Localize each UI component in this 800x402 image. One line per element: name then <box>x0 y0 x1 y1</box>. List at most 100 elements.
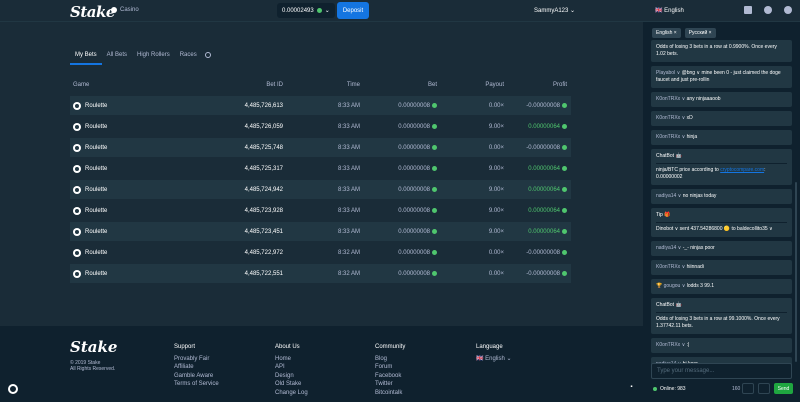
bet-id[interactable]: 4,485,722,972 <box>244 249 283 256</box>
chat-username[interactable]: K0onTRXx ∨ <box>656 342 686 348</box>
footer-logo[interactable]: Stake <box>70 338 118 356</box>
bet-id[interactable]: 4,485,725,748 <box>244 144 283 151</box>
game-cell[interactable]: Roulette <box>70 143 160 152</box>
game-cell[interactable]: Roulette <box>70 101 160 110</box>
bet-payout: 9.00× <box>488 165 504 172</box>
users-icon[interactable] <box>784 6 792 14</box>
casino-link[interactable]: Casino <box>111 7 139 13</box>
footer-language-select[interactable]: 🇬🇧 English ⌄ <box>476 355 512 362</box>
online-dot-icon <box>653 387 657 391</box>
headset-icon[interactable] <box>8 384 18 394</box>
mail-icon[interactable] <box>744 6 752 14</box>
bet-id[interactable]: 4,485,726,059 <box>244 123 283 130</box>
table-row[interactable]: Roulette 4,485,723,451 8:33 AM 0.00000008 9.… <box>70 222 571 241</box>
coin-icon <box>562 103 567 108</box>
user-menu[interactable]: SammyA123 ⌄ <box>534 8 576 14</box>
chat-username[interactable]: Playabol ∨ <box>656 70 681 76</box>
bet-time: 8:33 AM <box>337 186 360 193</box>
top-header: Stake Casino 0.00002493 ⌄ Deposit SammyA… <box>0 0 643 22</box>
bet-id[interactable]: 4,485,724,942 <box>244 186 283 193</box>
table-row[interactable]: Roulette 4,485,725,748 8:33 AM 0.00000008 0.… <box>70 138 571 157</box>
bet-payout: 9.00× <box>488 123 504 130</box>
game-name: Roulette <box>85 102 108 109</box>
footer-link[interactable]: Facebook <box>375 372 402 379</box>
coin-icon <box>562 229 567 234</box>
emoji-button[interactable] <box>742 383 754 394</box>
chat-toggle-button[interactable]: ▪ <box>626 381 637 392</box>
bet-id[interactable]: 4,485,723,451 <box>244 228 283 235</box>
bets-table: Game Bet ID Time Bet Payout Profit Roule… <box>70 82 571 283</box>
bell-icon[interactable] <box>764 6 772 14</box>
bet-id[interactable]: 4,485,726,613 <box>244 102 283 109</box>
bet-time: 8:33 AM <box>337 228 360 235</box>
language-selector[interactable]: 🇬🇧 English <box>655 8 684 14</box>
chat-username[interactable]: nadiya14 ∨ <box>656 193 682 199</box>
footer-link[interactable]: Forum <box>375 364 393 370</box>
tab-high-rollers[interactable]: High Rollers <box>137 52 170 58</box>
footer-link[interactable]: Bitcointalk <box>375 389 403 396</box>
footer-link[interactable]: Change Log <box>275 389 308 396</box>
table-row[interactable]: Roulette 4,485,726,613 8:33 AM 0.00000008 0.… <box>70 96 571 115</box>
tab-all-bets[interactable]: All Bets <box>106 52 128 58</box>
bot-link[interactable]: cryptocompare.com <box>720 167 765 173</box>
footer-link[interactable]: Terms of Service <box>174 381 219 387</box>
col-payout: Payout <box>485 82 504 88</box>
chat-tab-english[interactable]: English × <box>652 28 681 38</box>
game-cell[interactable]: Roulette <box>70 248 160 257</box>
bet-id[interactable]: 4,485,723,928 <box>244 207 283 214</box>
bet-payout: 0.00× <box>488 144 504 151</box>
stake-logo[interactable]: Stake <box>70 3 115 21</box>
game-cell[interactable]: Roulette <box>70 227 160 236</box>
chat-username[interactable]: K0onTRXx ∨ <box>656 115 686 121</box>
game-cell[interactable]: Roulette <box>70 206 160 215</box>
footer-link[interactable]: Provably Fair <box>174 355 210 362</box>
table-row[interactable]: Roulette 4,485,724,942 8:33 AM 0.00000008 9.… <box>70 180 571 199</box>
bet-id[interactable]: 4,485,722,551 <box>244 270 283 277</box>
profit-value: 0.00000064 <box>528 123 560 130</box>
table-row[interactable]: Roulette 4,485,726,059 8:33 AM 0.00000008 9.… <box>70 117 571 136</box>
game-cell[interactable]: Roulette <box>70 185 160 194</box>
footer-link[interactable]: Old Stake <box>275 381 302 387</box>
footer-link[interactable]: Twitter <box>375 381 393 387</box>
chat-username[interactable]: 🏆 gougou ∨ <box>656 283 686 289</box>
footer-link[interactable]: Affiliate <box>174 364 194 370</box>
coin-icon <box>316 8 322 13</box>
table-row[interactable]: Roulette 4,485,722,551 8:32 AM 0.00000008 0.… <box>70 264 571 283</box>
chat-scrollbar[interactable] <box>795 182 797 362</box>
bet-payout: 0.00× <box>488 249 504 256</box>
footer-link[interactable]: Design <box>275 372 294 379</box>
chat-username[interactable]: nadiya14 ∨ <box>656 245 682 251</box>
tab-my-bets[interactable]: My Bets <box>70 49 102 65</box>
bet-profit: 0.00000064 <box>504 124 571 130</box>
game-cell[interactable]: Roulette <box>70 269 160 278</box>
roulette-icon <box>73 164 81 173</box>
tab-races[interactable]: Races <box>179 52 197 58</box>
chat-username[interactable]: K0onTRXx ∨ <box>656 134 686 140</box>
balance-dropdown[interactable]: 0.00002493 ⌄ <box>277 3 335 18</box>
send-button[interactable]: Send <box>774 383 793 394</box>
deposit-button[interactable]: Deposit <box>337 2 369 19</box>
rain-button[interactable] <box>758 383 770 394</box>
game-cell[interactable]: Roulette <box>70 122 160 131</box>
footer-link[interactable]: Home <box>275 355 292 362</box>
footer-link[interactable]: Blog <box>375 355 388 362</box>
game-cell[interactable]: Roulette <box>70 164 160 173</box>
chat-username[interactable]: K0onTRXx ∨ <box>656 264 686 270</box>
chat-tab-russian[interactable]: Русский × <box>684 28 716 38</box>
bet-amount: 0.00000008 <box>360 250 437 256</box>
coin-icon <box>432 124 437 129</box>
roulette-icon <box>73 101 81 110</box>
chat-username[interactable]: K0onTRXx ∨ <box>656 96 686 102</box>
profit-value: -0.00000008 <box>526 144 560 151</box>
footer-link[interactable]: API <box>275 364 285 370</box>
table-row[interactable]: Roulette 4,485,723,928 8:33 AM 0.00000008 9.… <box>70 201 571 220</box>
game-name: Roulette <box>85 207 108 214</box>
chevron-down-icon: ⌄ <box>324 8 330 14</box>
bet-id[interactable]: 4,485,725,317 <box>244 165 283 172</box>
table-row[interactable]: Roulette 4,485,725,317 8:33 AM 0.00000008 9.… <box>70 159 571 178</box>
info-icon[interactable] <box>204 52 211 58</box>
coin-icon <box>432 271 437 276</box>
table-row[interactable]: Roulette 4,485,722,972 8:32 AM 0.00000008 0.… <box>70 243 571 262</box>
footer-link[interactable]: Gamble Aware <box>174 372 214 379</box>
chat-input[interactable]: Type your message... <box>651 363 792 379</box>
